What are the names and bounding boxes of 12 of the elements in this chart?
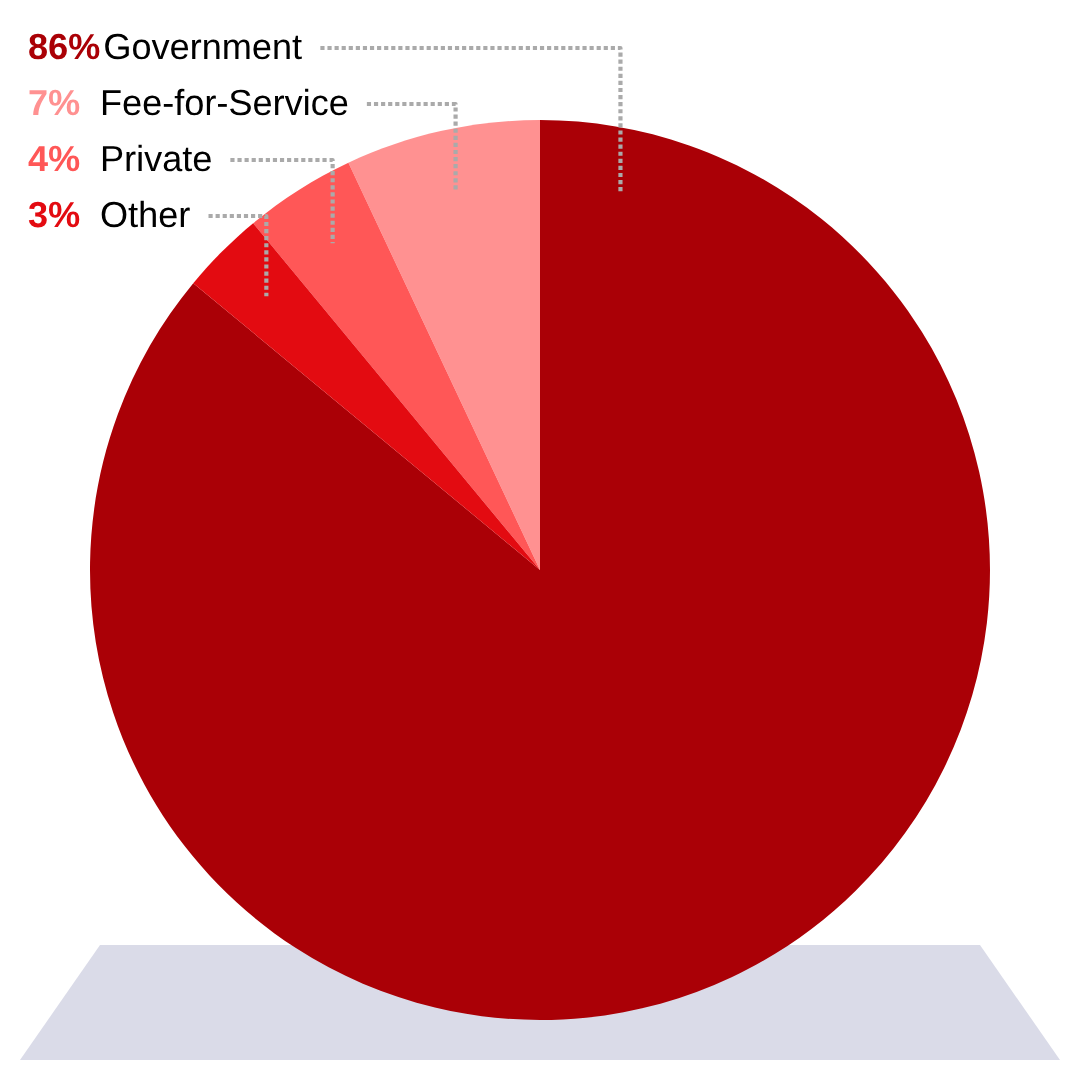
data-label: 3% bbox=[28, 201, 80, 228]
pie-slice bbox=[90, 120, 990, 1020]
slice-label: Government bbox=[105, 33, 302, 60]
slice-label: Private bbox=[102, 144, 211, 172]
slice-label: Other bbox=[101, 200, 190, 228]
pie-slice bbox=[193, 223, 540, 570]
data-label: 7% bbox=[29, 89, 80, 116]
data-label: 86% bbox=[29, 33, 100, 60]
slice-label: Fee-for-Service bbox=[102, 88, 348, 116]
data-label: 4% bbox=[28, 145, 80, 172]
pie-slice bbox=[348, 120, 540, 570]
pie-slice bbox=[253, 162, 540, 570]
